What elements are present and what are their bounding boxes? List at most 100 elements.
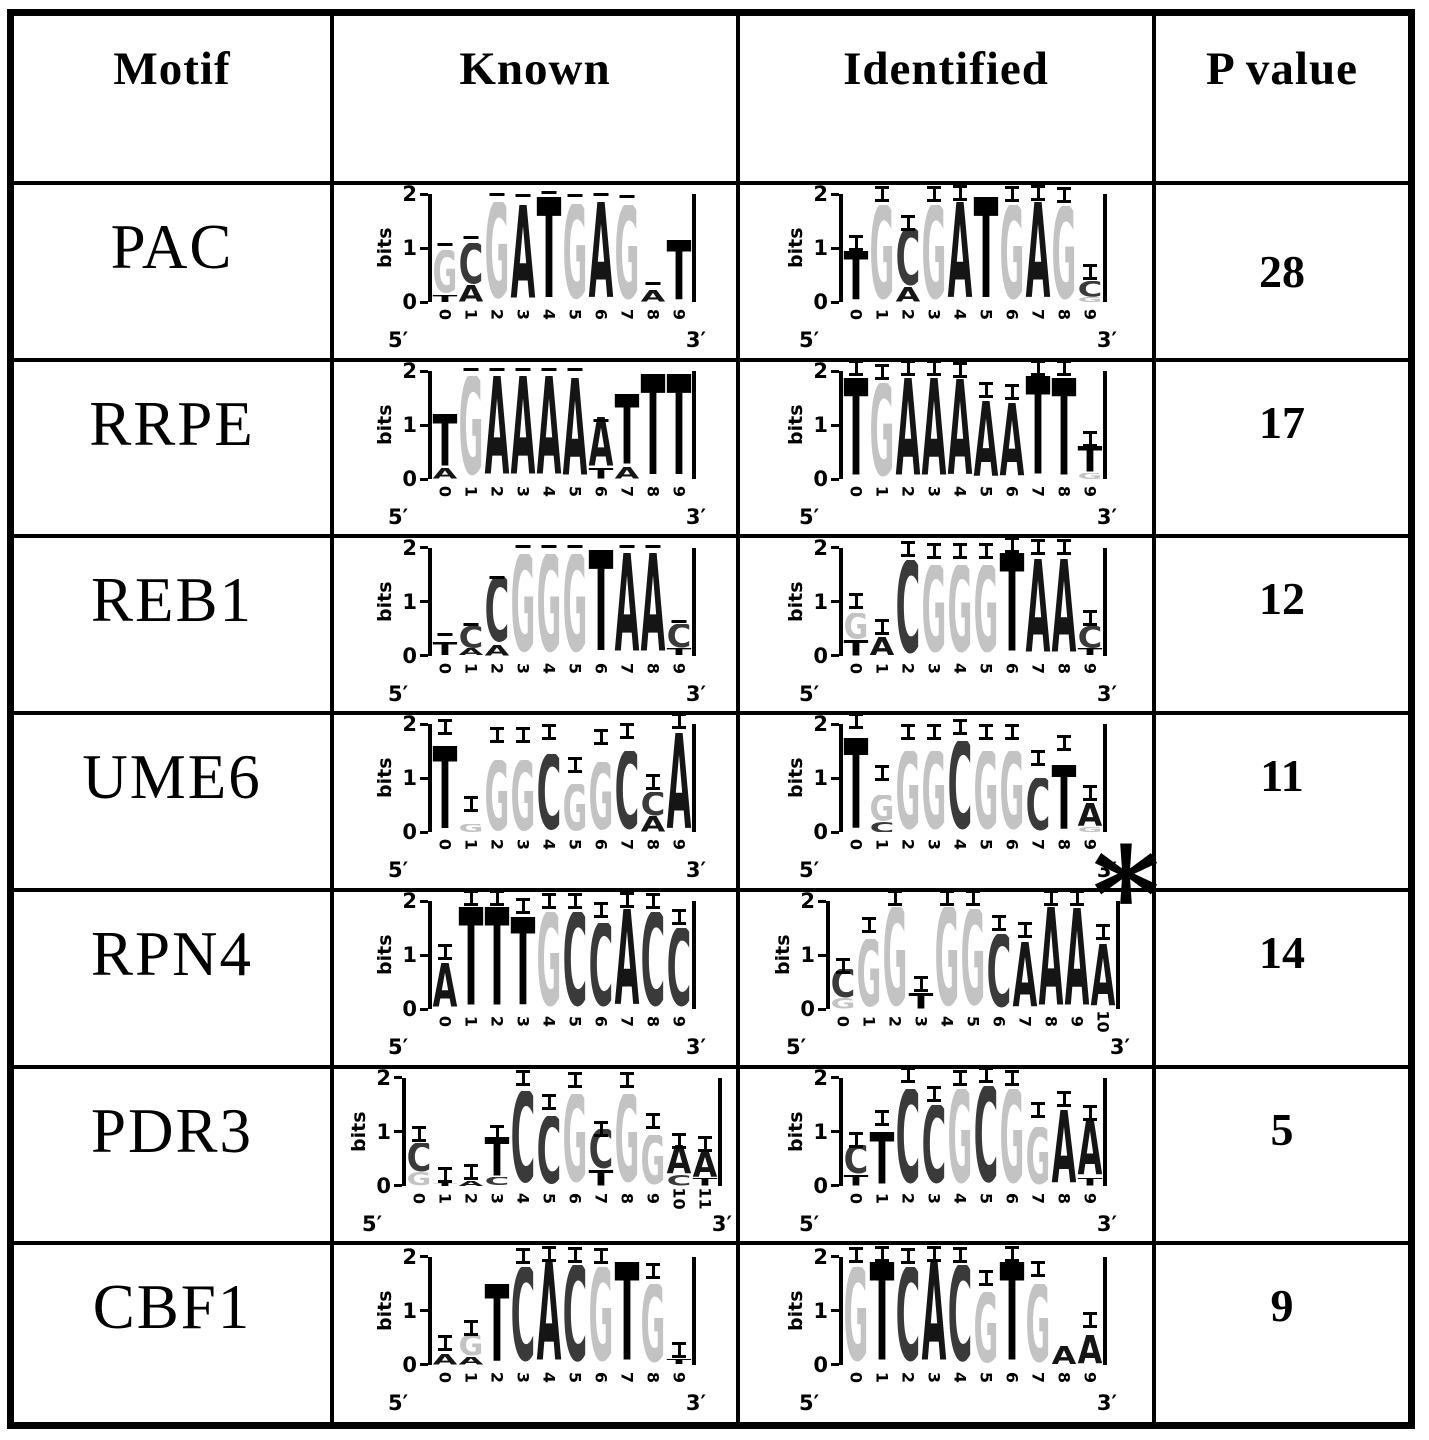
y-tick-mark [420, 899, 428, 903]
svg-text:C: C [563, 912, 588, 1009]
position-label: 3 [924, 309, 944, 321]
position-label: 1 [872, 839, 892, 851]
logo-letter-T: T [510, 917, 536, 1009]
error-bar [875, 1245, 889, 1262]
y-tick-mark [831, 1363, 839, 1367]
logo-letter-C: C [536, 754, 562, 832]
error-bar [438, 718, 452, 735]
y-tick-mark [420, 776, 428, 780]
logo-letter-A: A [458, 285, 484, 302]
position-label: 0 [846, 662, 866, 674]
logo-letter-T: T [640, 374, 666, 479]
error-bar [1057, 539, 1071, 556]
position-label: 2 [898, 485, 918, 498]
svg-text:T: T [459, 907, 484, 1010]
position-label: 2 [898, 662, 918, 674]
position-label: 1 [461, 1016, 481, 1028]
position-label: 5 [565, 662, 585, 674]
position-label: 1 [872, 1371, 892, 1383]
logo-letter-C: C [666, 928, 692, 1009]
three-prime-label: 3′ [1096, 1211, 1117, 1236]
error-bar [979, 381, 993, 398]
svg-text:C: C [667, 624, 692, 648]
y-axis: 2 1 0 [396, 713, 432, 843]
svg-text:C: C [896, 1089, 921, 1186]
svg-text:T: T [1052, 378, 1077, 480]
logo-letter-A: A [614, 553, 640, 656]
svg-text:C: C [641, 912, 666, 1009]
y-tick-mark [420, 246, 428, 250]
logo-letter-G: G [1051, 206, 1077, 302]
logo-letter-G: G [458, 376, 484, 479]
motif-name: PDR3 [90, 1095, 254, 1166]
y-tick-mark [420, 546, 428, 550]
position-label: 3 [924, 1192, 944, 1204]
logo-letter-G: G [484, 202, 510, 302]
logo-letter-A: A [869, 637, 895, 656]
svg-text:T: T [1026, 376, 1051, 479]
axis-end-bar [692, 194, 696, 303]
logo-letter-G: G [1077, 473, 1103, 480]
svg-text:C: C [407, 1143, 432, 1173]
position-label: 8 [1041, 1016, 1061, 1028]
svg-text:G: G [974, 751, 999, 832]
error-bar [953, 184, 967, 201]
logo-letter-A: A [536, 1262, 562, 1365]
position-label: 7 [1028, 662, 1048, 674]
sequence-logo-identified: bits 2 1 0 T 0 G C 1 G 2 G 3 C 4 G 5 G 6 C 7 T 8 A G 9 5′ 3′ [785, 713, 1117, 884]
logo-letter-G: G [882, 907, 908, 1010]
svg-text:C: C [667, 1175, 692, 1186]
logo-letter-G: G [934, 907, 960, 1010]
position-label: 4 [539, 1371, 559, 1383]
logo-letter-G: G [640, 1284, 666, 1365]
y-tick-label: 2 [813, 1244, 828, 1269]
position-label: 0 [435, 662, 455, 674]
error-bar [1096, 923, 1110, 940]
logo-letter-A: A [640, 553, 666, 656]
svg-text:G: G [459, 1335, 484, 1357]
error-bar [646, 773, 660, 790]
svg-text:T: T [589, 1170, 614, 1186]
logo-letter-A: A [1025, 559, 1051, 656]
error-bar [1005, 186, 1019, 203]
position-label: 7 [617, 485, 637, 498]
position-label: 7 [1028, 1371, 1048, 1383]
five-prime-label: 5′ [799, 1390, 820, 1415]
position-label: 2 [898, 1371, 918, 1383]
y-axis: 2 1 0 [807, 537, 843, 667]
svg-text:C: C [641, 792, 666, 816]
logo-letter-T: T [588, 468, 614, 479]
error-bar [1057, 735, 1071, 752]
svg-text:C: C [1026, 778, 1051, 832]
position-label: 4 [539, 1016, 559, 1028]
svg-text:G: G [1078, 827, 1103, 832]
position-label: 2 [487, 1371, 507, 1383]
logo-letter-A: A [1077, 803, 1103, 827]
svg-text:G: G [459, 376, 484, 479]
bits-axis-label: bits [772, 934, 794, 976]
five-prime-label: 5′ [388, 1390, 409, 1415]
three-prime-label: 3′ [1096, 1390, 1117, 1415]
logo-letter-T: T [843, 640, 869, 656]
